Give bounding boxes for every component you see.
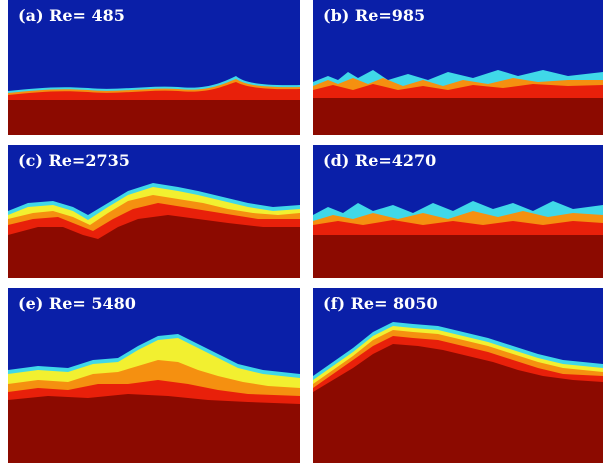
panel-e-label: (e) Re= 5480 <box>18 294 136 313</box>
panel-c: (c) Re=2735 <box>8 145 300 278</box>
panel-a: (a) Re= 485 <box>8 0 300 135</box>
panel-a-image <box>8 0 300 135</box>
panel-f: (f) Re= 8050 <box>313 288 603 463</box>
panel-f-image <box>313 288 603 463</box>
panel-b-image <box>313 0 603 135</box>
panel-d: (d) Re=4270 <box>313 145 603 278</box>
panel-b-label: (b) Re=985 <box>323 6 426 25</box>
panel-a-label: (a) Re= 485 <box>18 6 125 25</box>
panel-d-label: (d) Re=4270 <box>323 151 437 170</box>
panel-c-label: (c) Re=2735 <box>18 151 130 170</box>
panel-f-label: (f) Re= 8050 <box>323 294 438 313</box>
panel-b: (b) Re=985 <box>313 0 603 135</box>
panel-e-image <box>8 288 300 463</box>
panel-c-image <box>8 145 300 278</box>
panel-d-image <box>313 145 603 278</box>
panel-e: (e) Re= 5480 <box>8 288 300 463</box>
